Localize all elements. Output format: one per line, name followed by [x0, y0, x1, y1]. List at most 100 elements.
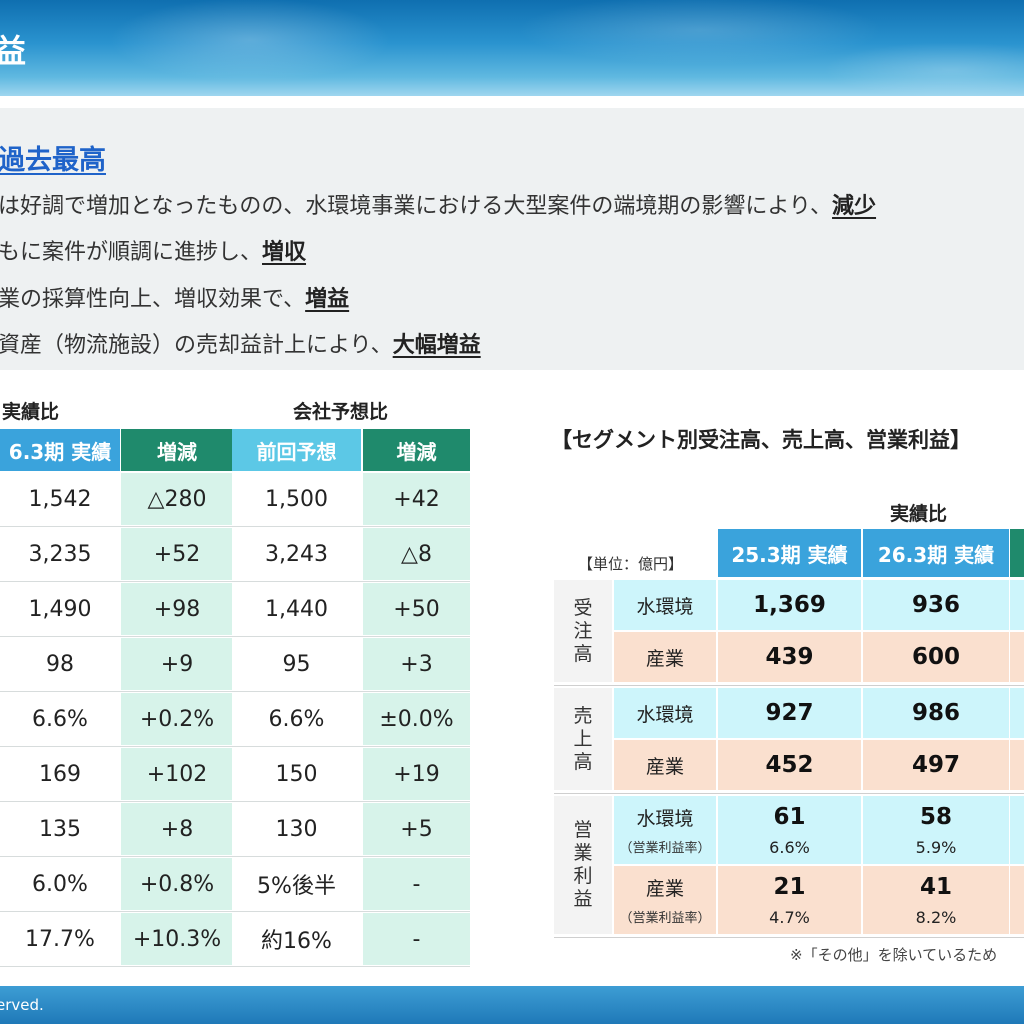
segment-value: 41: [919, 873, 952, 900]
row-divider: [0, 801, 470, 802]
segment-label-char: 営: [573, 819, 593, 841]
segment-value: 58: [919, 803, 952, 830]
col-header-change-partial: [1010, 529, 1024, 577]
table-cell: 169: [0, 748, 120, 800]
segment-label-char: 高: [573, 750, 593, 773]
segment-label: 営業利益: [554, 796, 612, 934]
summary-emphasis: 減少: [832, 194, 877, 219]
table-cell: ±0.0%: [363, 693, 470, 745]
segment-sub-name: 水環境: [636, 595, 694, 618]
group-label-forecast: 会社予想比: [293, 401, 389, 423]
segment-rate: 4.7%: [769, 907, 810, 927]
segment-value: 927: [765, 700, 814, 726]
segment-divider: [554, 937, 1024, 938]
summary-line: もに案件が順調に進捗し、増収: [0, 234, 306, 266]
table-cell: -: [363, 858, 470, 910]
row-divider: [0, 966, 470, 967]
header-banner: 益: [0, 0, 1024, 96]
row-divider: [0, 581, 470, 582]
segment-value-cell: 927: [718, 688, 861, 738]
segment-value: 986: [911, 700, 960, 726]
summary-line: 業の採算性向上、増収効果で、増益: [0, 281, 349, 313]
segment-value-cell: 21 4.7%: [718, 866, 861, 934]
summary-line: 資産（物流施設）の売却益計上により、大幅増益: [0, 327, 481, 359]
segment-label-char: 注: [573, 619, 593, 642]
footer-bar: erved.: [0, 986, 1024, 1024]
col-header-253: 25.3期 実績: [718, 529, 861, 577]
segment-label: 受注高: [554, 580, 612, 682]
table-cell: 1,500: [232, 473, 361, 525]
segment-sub-label: 水環境 （営業利益率）: [614, 796, 716, 864]
summary-heading: 過去最高: [0, 145, 106, 176]
col-header-263: 26.3期 実績: [863, 529, 1009, 577]
segment-value: 497: [911, 752, 960, 778]
segment-sub-label: 水環境: [614, 580, 716, 630]
segment-value: 936: [911, 592, 960, 618]
table-cell: 5%後半: [232, 858, 361, 910]
segment-divider: [554, 793, 1024, 794]
segment-label-char: 業: [573, 842, 593, 864]
summary-text: もに案件が順調に進捗し、: [0, 240, 263, 265]
segment-label-char: 受: [573, 596, 593, 619]
group-label-actual: 実績比: [2, 401, 60, 423]
table-cell: △8: [363, 528, 470, 580]
page-title: 益: [0, 32, 27, 70]
segment-value: 1,369: [753, 592, 826, 618]
row-divider: [0, 526, 470, 527]
segment-sub-label: 産業 （営業利益率）: [614, 866, 716, 934]
segment-value-cell: 600: [863, 632, 1009, 682]
segment-value-cell: [1010, 632, 1024, 682]
table-cell: 6.6%: [0, 693, 120, 745]
col-header-forecast: 前回予想: [232, 429, 361, 471]
segment-sub-label: 産業: [614, 740, 716, 790]
table-cell: +52: [121, 528, 233, 580]
segment-sub-label: 産業: [614, 632, 716, 682]
table-cell: +0.2%: [121, 693, 233, 745]
segment-value-cell: [1010, 866, 1024, 934]
table-cell: +9: [121, 638, 233, 690]
segment-value: 452: [765, 752, 814, 778]
segment-value-cell: 439: [718, 632, 861, 682]
table-cell: +98: [121, 583, 233, 635]
table-cell: +19: [363, 748, 470, 800]
segment-value-cell: 936: [863, 580, 1009, 630]
segment-label-char: 高: [573, 642, 593, 665]
segment-value: 61: [773, 803, 806, 830]
segment-divider: [554, 685, 1024, 686]
table-cell: 135: [0, 803, 120, 855]
segment-value-cell: 452: [718, 740, 861, 790]
table-cell: +0.8%: [121, 858, 233, 910]
segment-label-char: 益: [573, 888, 593, 910]
segment-value: 600: [911, 644, 960, 670]
segment-sub-name: 産業: [645, 755, 684, 778]
segment-sub-label: 水環境: [614, 688, 716, 738]
summary-line: は好調で増加となったものの、水環境事業における大型案件の端境期の影響により、減少: [0, 188, 876, 220]
summary-text: 業の採算性向上、増収効果で、: [0, 287, 306, 312]
col-header-actual: 6.3期 実績: [0, 429, 120, 471]
table-cell: 約16%: [232, 913, 361, 965]
table-cell: 98: [0, 638, 120, 690]
segment-value-cell: [1010, 580, 1024, 630]
row-divider: [0, 746, 470, 747]
segment-sub-note: （営業利益率）: [619, 911, 711, 926]
segment-value-cell: [1010, 688, 1024, 738]
segment-rate: 8.2%: [915, 907, 957, 927]
footnote: ※「その他」を除いているため: [790, 946, 998, 964]
segment-value-cell: 986: [863, 688, 1009, 738]
segment-label-char: 売: [573, 704, 593, 727]
group-label-segment-actual: 実績比: [890, 503, 948, 525]
segment-value-cell: [1010, 796, 1024, 864]
segment-value: 439: [765, 644, 814, 670]
segment-rate: 6.6%: [769, 837, 810, 857]
segment-table-title: 【セグメント別受注高、売上高、営業利益】: [551, 428, 971, 452]
segment-label: 売上高: [554, 688, 612, 790]
row-divider: [0, 856, 470, 857]
segment-value-cell: 58 5.9%: [863, 796, 1009, 864]
summary-emphasis: 増収: [262, 240, 307, 265]
table-cell: +8: [121, 803, 233, 855]
segment-value: 21: [773, 873, 806, 900]
table-cell: 6.6%: [232, 693, 361, 745]
table-cell: △280: [121, 473, 233, 525]
table-cell: 1,542: [0, 473, 120, 525]
segment-value-cell: 1,369: [718, 580, 861, 630]
